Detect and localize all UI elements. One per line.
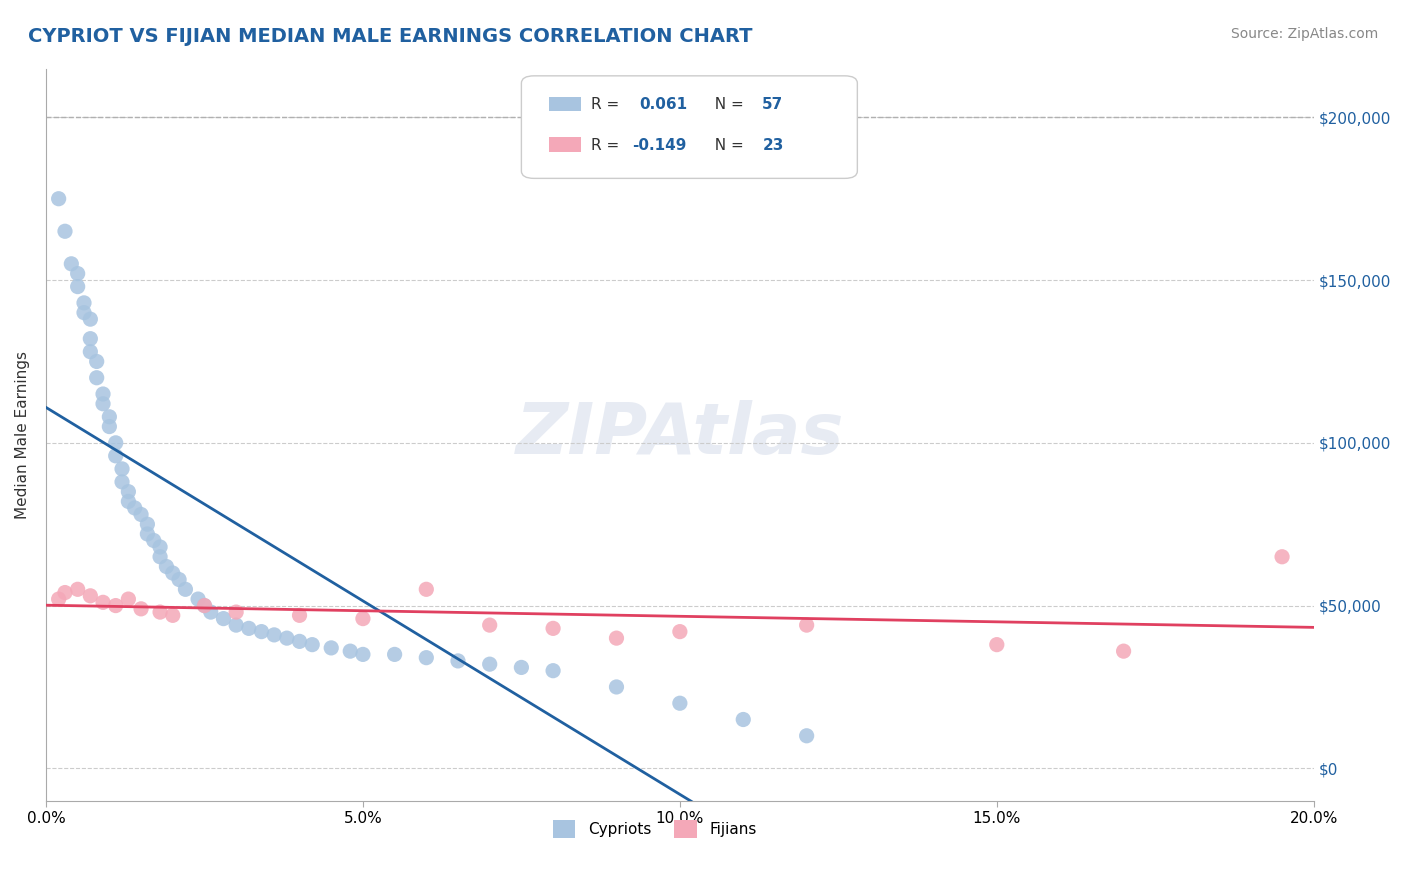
Cypriots — [301, 638, 323, 652]
Cypriots — [193, 599, 215, 613]
Cypriots — [384, 648, 406, 662]
Cypriots — [111, 462, 134, 476]
Cypriots — [142, 533, 165, 548]
Cypriots — [415, 650, 437, 665]
Cypriots — [733, 713, 755, 727]
Cypriots — [200, 605, 222, 619]
Cypriots — [98, 419, 121, 434]
Fijians — [66, 582, 89, 597]
Text: 0.061: 0.061 — [640, 97, 688, 112]
Cypriots — [149, 549, 172, 564]
Cypriots — [129, 508, 152, 522]
Fijians — [986, 638, 1008, 652]
Fijians — [1112, 644, 1135, 658]
Cypriots — [339, 644, 361, 658]
Y-axis label: Median Male Earnings: Median Male Earnings — [15, 351, 30, 519]
Fijians — [149, 605, 172, 619]
Fijians — [796, 618, 818, 632]
Cypriots — [263, 628, 285, 642]
Fijians — [415, 582, 437, 597]
Fijians — [225, 605, 247, 619]
Cypriots — [66, 267, 89, 281]
Cypriots — [111, 475, 134, 489]
Fijians — [478, 618, 501, 632]
Cypriots — [104, 435, 127, 450]
Fijians — [104, 599, 127, 613]
FancyBboxPatch shape — [550, 137, 581, 152]
Cypriots — [605, 680, 627, 694]
Text: -0.149: -0.149 — [631, 137, 686, 153]
Text: CYPRIOT VS FIJIAN MEDIAN MALE EARNINGS CORRELATION CHART: CYPRIOT VS FIJIAN MEDIAN MALE EARNINGS C… — [28, 27, 752, 45]
Fijians — [117, 592, 139, 607]
Cypriots — [321, 640, 343, 655]
Cypriots — [510, 660, 533, 674]
Fijians — [162, 608, 184, 623]
Cypriots — [155, 559, 177, 574]
Cypriots — [79, 344, 101, 359]
Fijians — [79, 589, 101, 603]
Cypriots — [541, 664, 564, 678]
Cypriots — [117, 494, 139, 508]
Cypriots — [91, 397, 114, 411]
Cypriots — [796, 729, 818, 743]
Cypriots — [48, 192, 70, 206]
Cypriots — [478, 657, 501, 672]
Cypriots — [288, 634, 311, 648]
Text: R =: R = — [591, 137, 624, 153]
Text: ZIPAtlas: ZIPAtlas — [516, 401, 844, 469]
Fijians — [352, 612, 374, 626]
Fijians — [541, 621, 564, 635]
Cypriots — [60, 257, 83, 271]
Text: N =: N = — [706, 97, 749, 112]
Cypriots — [117, 484, 139, 499]
Cypriots — [124, 500, 146, 515]
Cypriots — [149, 540, 172, 554]
Cypriots — [79, 312, 101, 326]
Fijians — [669, 624, 692, 639]
Cypriots — [447, 654, 470, 668]
Cypriots — [187, 592, 209, 607]
Cypriots — [669, 696, 692, 710]
Fijians — [48, 592, 70, 607]
Text: R =: R = — [591, 97, 628, 112]
Cypriots — [98, 409, 121, 424]
Fijians — [91, 595, 114, 609]
Fijians — [288, 608, 311, 623]
Cypriots — [53, 224, 76, 238]
Fijians — [53, 585, 76, 599]
Cypriots — [73, 296, 96, 310]
Cypriots — [86, 354, 108, 368]
Fijians — [129, 602, 152, 616]
Cypriots — [66, 279, 89, 293]
Cypriots — [250, 624, 273, 639]
FancyBboxPatch shape — [522, 76, 858, 178]
Cypriots — [238, 621, 260, 635]
Text: Source: ZipAtlas.com: Source: ZipAtlas.com — [1230, 27, 1378, 41]
Cypriots — [86, 370, 108, 384]
Text: 23: 23 — [762, 137, 783, 153]
Fijians — [605, 631, 627, 645]
Cypriots — [136, 527, 159, 541]
Cypriots — [174, 582, 197, 597]
Legend: Cypriots, Fijians: Cypriots, Fijians — [547, 814, 762, 845]
Fijians — [1271, 549, 1294, 564]
Cypriots — [136, 517, 159, 532]
Cypriots — [91, 387, 114, 401]
Cypriots — [225, 618, 247, 632]
Text: N =: N = — [706, 137, 749, 153]
Cypriots — [276, 631, 298, 645]
Cypriots — [73, 305, 96, 319]
Cypriots — [104, 449, 127, 463]
Cypriots — [352, 648, 374, 662]
Cypriots — [162, 566, 184, 580]
Text: 57: 57 — [762, 97, 783, 112]
Fijians — [193, 599, 215, 613]
FancyBboxPatch shape — [550, 96, 581, 112]
Cypriots — [79, 332, 101, 346]
Cypriots — [212, 612, 235, 626]
Cypriots — [167, 573, 190, 587]
